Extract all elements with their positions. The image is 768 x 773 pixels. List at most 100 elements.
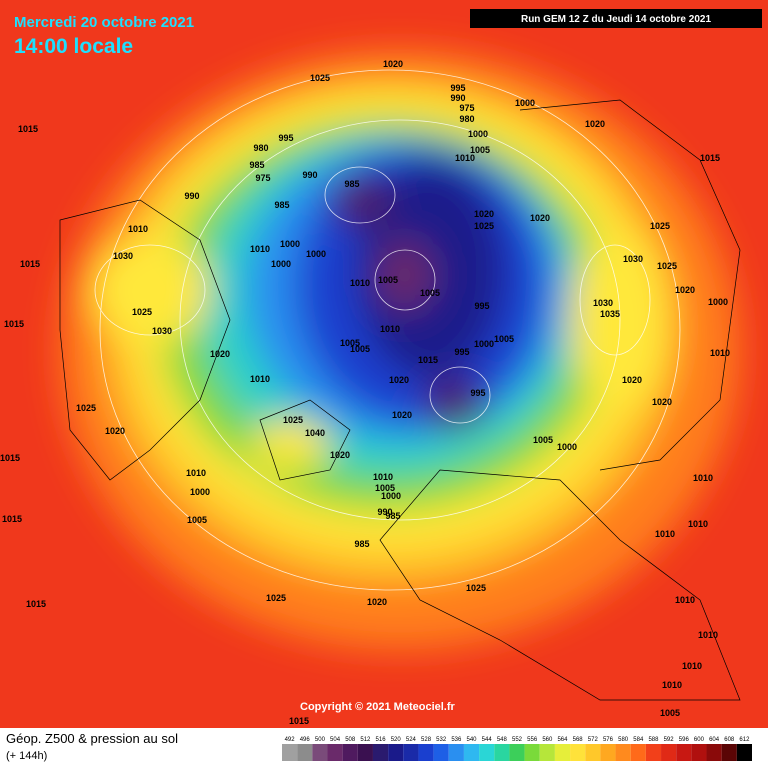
isobar-label: 1000: [306, 249, 326, 259]
scale-swatch: [645, 744, 662, 761]
footer-title: Géop. Z500 & pression au sol: [6, 731, 178, 746]
scale-label: 500: [315, 737, 326, 743]
isobar-label: 1020: [330, 450, 350, 460]
isobar-label: 1010: [682, 661, 702, 671]
scale-swatch: [403, 744, 419, 761]
isobar-label: 995: [454, 347, 469, 357]
scale-label: 564: [557, 737, 568, 743]
run-info: Run GEM 12 Z du Jeudi 14 octobre 2021: [521, 14, 711, 25]
isobar-label: 985: [354, 539, 369, 549]
isobar-label: 995: [474, 301, 489, 311]
geopotential-field: [60, 50, 740, 650]
run-box: [470, 9, 762, 28]
isobar-label: 1020: [383, 59, 403, 69]
isobar-label: 995: [450, 83, 465, 93]
isobar-label: 995: [278, 133, 293, 143]
isobar-label: 990: [377, 507, 392, 517]
scale-swatch: [661, 744, 677, 761]
isobar-label: 1025: [283, 415, 303, 425]
isobar-label: 1010: [675, 595, 695, 605]
isobar-labels: 1025102099599097598010001000100510101020…: [0, 59, 730, 726]
isobar-label: 985: [344, 179, 359, 189]
scale-label: 532: [436, 737, 447, 743]
scale-label: 540: [467, 737, 478, 743]
scale-label: 592: [664, 737, 675, 743]
scale-label: 600: [694, 737, 705, 743]
isobar-label: 980: [459, 114, 474, 124]
isobar-label: 1015: [418, 355, 438, 365]
isobar-label: 990: [302, 170, 317, 180]
scale-label: 528: [421, 737, 432, 743]
isobar-label: 1025: [266, 593, 286, 603]
footer-lead: (+ 144h): [6, 750, 47, 762]
isobar-label: 1005: [350, 344, 370, 354]
scale-swatch: [615, 744, 631, 761]
isobar-label: 1005: [340, 338, 360, 348]
isobar-label: 995: [470, 388, 485, 398]
isobar-label: 975: [459, 103, 474, 113]
isobar-label: 1010: [128, 224, 148, 234]
isobar-label: 1020: [530, 213, 550, 223]
isobar-label: 1010: [698, 630, 718, 640]
scale-label: 524: [406, 737, 417, 743]
isobar-label: 1015: [0, 453, 20, 463]
isobar-label: 1015: [26, 599, 46, 609]
scale-label: 548: [497, 737, 508, 743]
scale-swatch: [676, 744, 692, 761]
scale-swatch: [706, 744, 722, 761]
scale-swatch: [600, 744, 616, 761]
isobar-label: 1000: [557, 442, 577, 452]
isobar-label: 1010: [655, 529, 675, 539]
scale-swatch: [357, 744, 373, 761]
copyright: Copyright © 2021 Meteociel.fr: [300, 701, 456, 713]
isobar-label: 1020: [392, 410, 412, 420]
isobar-label: 1010: [350, 278, 370, 288]
isobar-label: 1020: [474, 209, 494, 219]
scale-label: 536: [451, 737, 462, 743]
isobar-label: 1015: [18, 124, 38, 134]
isobar-label: 1025: [657, 261, 677, 271]
scale-label: 492: [285, 737, 296, 743]
isobar-label: 990: [184, 191, 199, 201]
isobar-label: 1005: [660, 708, 680, 718]
scale-label: 560: [542, 737, 553, 743]
scale-swatch: [691, 744, 707, 761]
isobar-label: 1005: [420, 288, 440, 298]
scale-label: 572: [588, 737, 599, 743]
isobar-label: 1025: [650, 221, 670, 231]
scale-swatch: [539, 744, 555, 761]
scale-label: 612: [739, 737, 750, 743]
scale-label: 608: [724, 737, 735, 743]
scale-label: 596: [679, 737, 690, 743]
scale-swatch: [418, 744, 434, 761]
scale-label: 604: [709, 737, 720, 743]
isobar-label: 1015: [289, 716, 309, 726]
isobar-label: 1020: [210, 349, 230, 359]
isobar-label: 975: [255, 173, 270, 183]
scale-label: 588: [648, 737, 659, 743]
isobar-label: 1025: [474, 221, 494, 231]
scale-swatch: [448, 744, 464, 761]
date: Mercredi 20 octobre 2021: [14, 14, 194, 31]
scale-swatch: [312, 744, 328, 761]
isobar-label: 1030: [623, 254, 643, 264]
scale-swatch: [282, 744, 298, 761]
scale-label: 520: [391, 737, 402, 743]
scale-label: 584: [633, 737, 644, 743]
isobar-label: 1025: [76, 403, 96, 413]
scale-swatch: [630, 744, 646, 761]
isobar-label: 1030: [152, 326, 172, 336]
scale-label: 544: [482, 737, 493, 743]
isobar-label: 985: [249, 160, 264, 170]
coastlines: [59, 99, 741, 701]
isobar-label: 1020: [105, 426, 125, 436]
scale-swatch: [736, 744, 752, 761]
isobar-label: 1010: [710, 348, 730, 358]
scale-swatch: [585, 744, 601, 761]
scale-label: 516: [376, 737, 387, 743]
scale-label: 504: [330, 737, 341, 743]
isobar-label: 1020: [622, 375, 642, 385]
isobar-label: 1010: [186, 468, 206, 478]
isobar-label: 1015: [700, 153, 720, 163]
